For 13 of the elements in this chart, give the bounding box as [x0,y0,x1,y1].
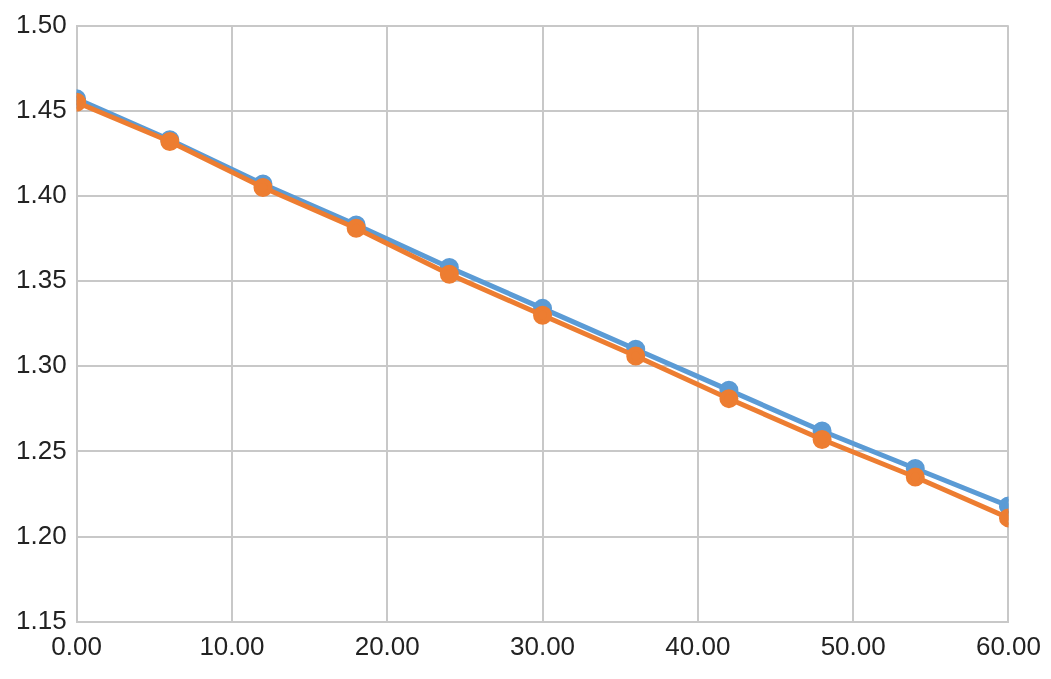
x-tick-label: 20.00 [354,630,420,661]
x-tick-label: 10.00 [199,630,265,661]
x-tick-label: 40.00 [665,630,731,661]
y-tick-label: 1.20 [15,519,67,550]
x-tick-label: 30.00 [510,630,576,661]
x-tick-label: 60.00 [975,630,1042,661]
x-tick-label: 50.00 [820,630,886,661]
y-tick-label: 1.50 [15,8,67,39]
y-tick-label: 1.35 [15,264,67,295]
y-tick-label: 1.30 [15,349,67,380]
y-tick-label: 1.25 [15,434,67,465]
y-tick-label: 1.45 [15,93,67,124]
y-tick-label: 1.40 [15,179,67,210]
